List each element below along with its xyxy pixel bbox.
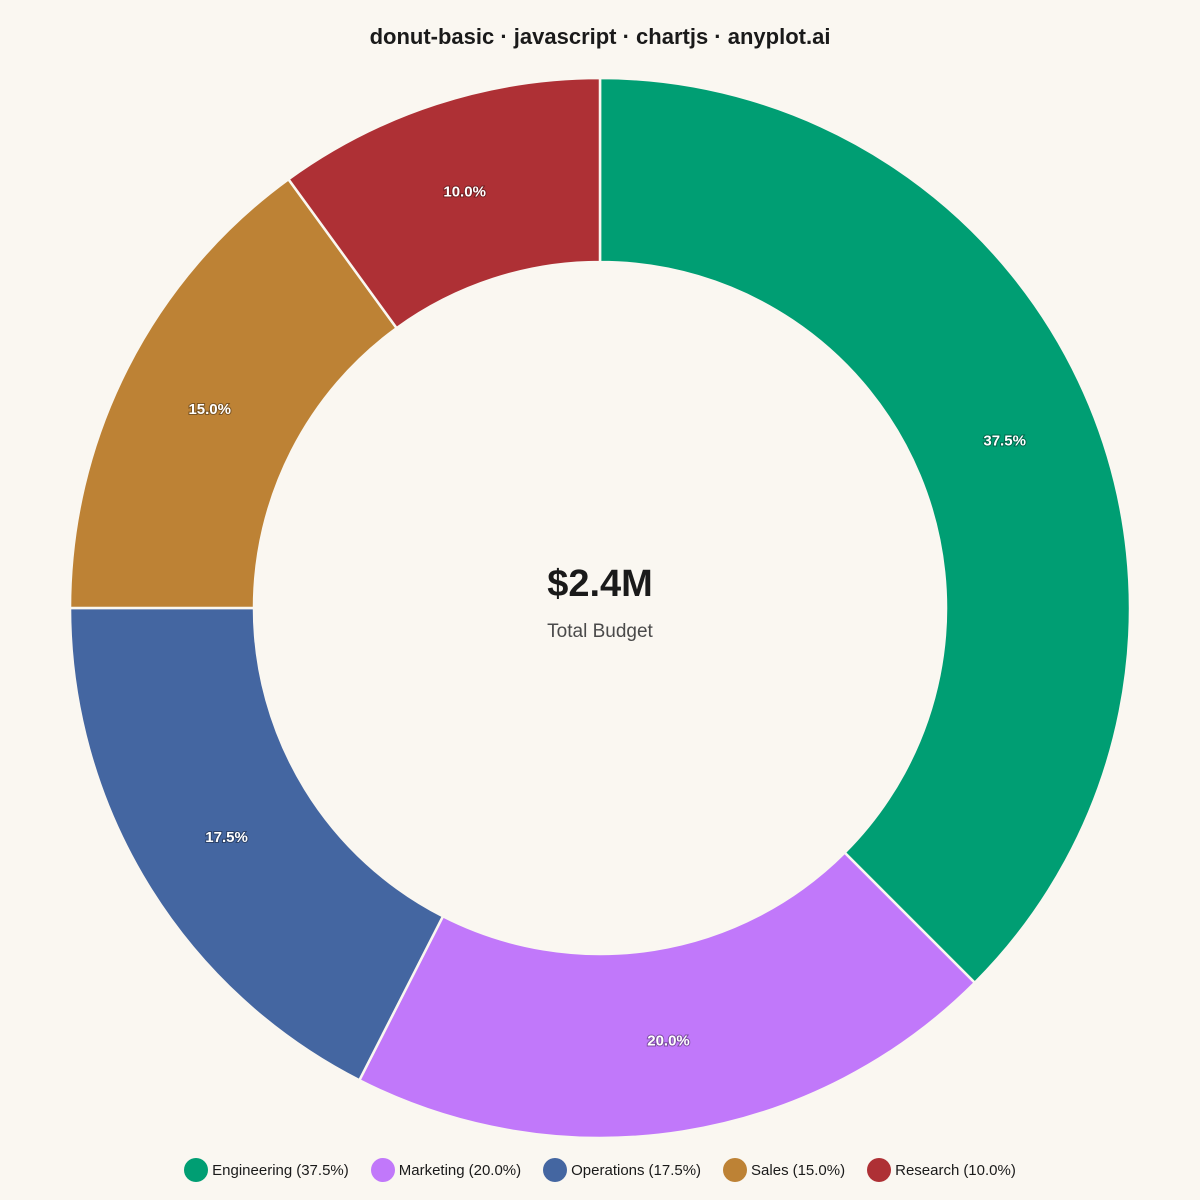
legend-percent: (20.0%) (468, 1161, 522, 1179)
legend-label: Sales (751, 1161, 789, 1179)
legend-percent: (17.5%) (648, 1161, 702, 1179)
slice-sales[interactable] (68, 177, 399, 610)
legend-percent: (37.5%) (296, 1161, 349, 1179)
legend-swatch (723, 1158, 748, 1182)
slice-marketing[interactable] (357, 850, 977, 1140)
legend-percent: (15.0%) (792, 1161, 846, 1179)
legend-label: Marketing (398, 1161, 465, 1179)
legend-swatch (543, 1158, 568, 1182)
legend-item-engineering[interactable]: Engineering (37.5%) (184, 1158, 349, 1182)
slice-label-engineering: 37.5% (983, 432, 1026, 449)
slice-label-sales: 15.0% (188, 401, 231, 418)
slice-label-research: 10.0% (443, 183, 486, 200)
legend-item-sales[interactable]: Sales (15.0%) (723, 1158, 845, 1182)
slice-research[interactable] (286, 76, 602, 330)
legend-item-research[interactable]: Research (10.0%) (867, 1158, 1016, 1182)
slice-engineering[interactable] (598, 76, 1132, 985)
legend-percent: (10.0%) (963, 1161, 1016, 1179)
legend-label: Engineering (212, 1161, 293, 1179)
legend-swatch (184, 1158, 209, 1182)
slice-labels-group: 37.5% 20.0% 17.5% 15.0% 10.0% (187, 182, 1026, 1050)
slice-operations[interactable] (68, 606, 445, 1082)
center-label: Total Budget (547, 621, 653, 642)
legend-item-marketing[interactable]: Marketing (20.0%) (370, 1158, 522, 1182)
legend-swatch (867, 1158, 892, 1182)
legend-swatch (370, 1158, 395, 1182)
center-value: $2.4M (547, 563, 653, 605)
legend: Engineering (37.5%) Marketing (20.0%) Op… (0, 1158, 1200, 1182)
legend-label: Operations (571, 1161, 645, 1179)
slice-label-marketing: 20.0% (647, 1033, 690, 1050)
legend-label: Research (895, 1161, 960, 1179)
slices-group (68, 76, 1132, 1140)
chart-title: donut-basic · javascript · chartjs · any… (369, 24, 831, 49)
legend-item-operations[interactable]: Operations (17.5%) (543, 1158, 701, 1182)
slice-label-operations: 17.5% (205, 829, 248, 846)
